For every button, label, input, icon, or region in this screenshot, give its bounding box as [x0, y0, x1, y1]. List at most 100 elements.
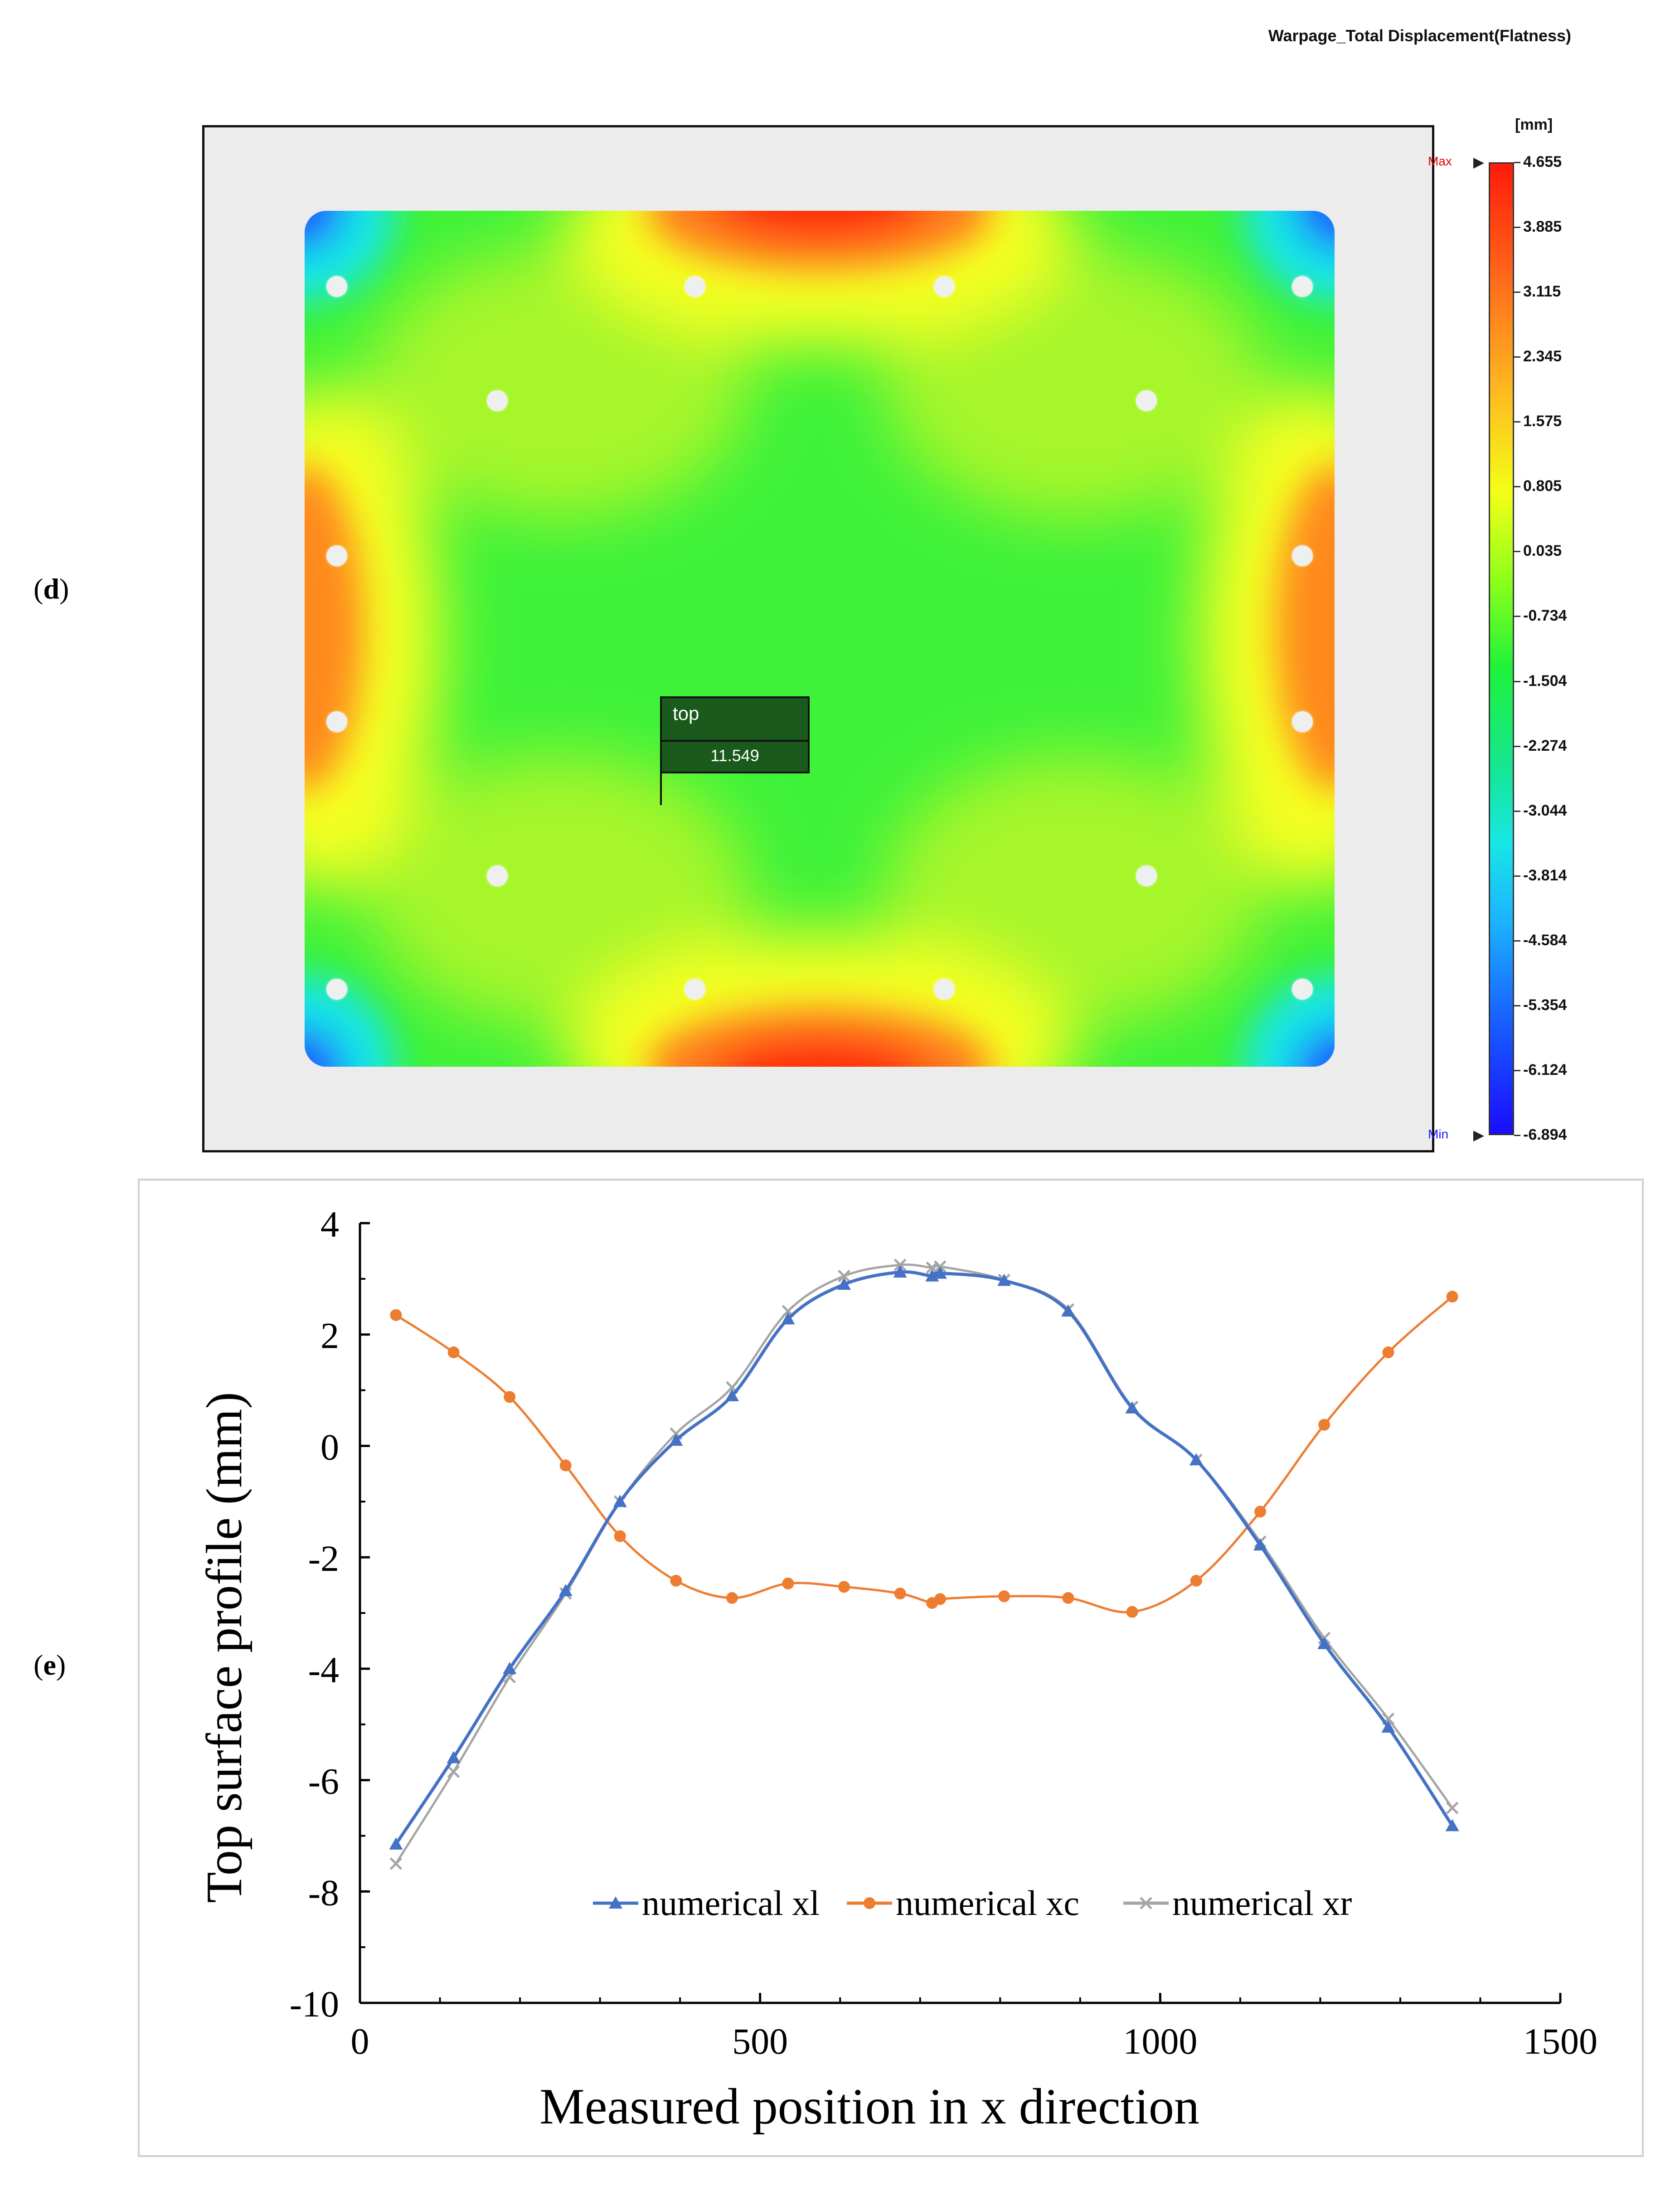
data-point — [997, 1273, 1011, 1286]
mount-hole — [1292, 545, 1313, 566]
y-tick-label: -2 — [308, 1538, 339, 1579]
series-numerical-xr — [389, 1258, 1459, 1870]
colorbar — [1489, 162, 1514, 1135]
mount-hole — [326, 545, 347, 566]
series-line — [394, 1270, 1454, 1845]
data-point — [838, 1269, 850, 1283]
data-point — [1253, 1538, 1267, 1551]
colorbar-value-label: 0.805 — [1523, 477, 1562, 495]
legend-label: numerical xr — [1172, 1883, 1352, 1923]
data-point — [1126, 1606, 1138, 1618]
colorbar-tick — [1514, 162, 1520, 163]
data-point — [726, 1592, 738, 1604]
chart-series — [389, 1258, 1459, 1870]
data-point — [1318, 1419, 1330, 1431]
legend-label: numerical xc — [896, 1883, 1079, 1923]
colorbar-tick — [1514, 875, 1520, 877]
y-tick-label: 0 — [320, 1426, 339, 1467]
colorbar-tick — [1514, 292, 1520, 293]
y-axis-label: Top surface profile (mm) — [196, 1392, 252, 1903]
data-point — [504, 1391, 516, 1403]
colorbar-tick — [1514, 810, 1520, 812]
data-point — [447, 1765, 460, 1778]
data-point — [1254, 1506, 1266, 1518]
probe-name: top — [673, 703, 699, 724]
mount-hole — [934, 979, 955, 1000]
data-point — [613, 1495, 627, 1507]
colorbar-value-label: -3.044 — [1523, 802, 1567, 819]
colorbar-value-label: -5.354 — [1523, 996, 1567, 1014]
colorbar-value-label: -6.894 — [1523, 1126, 1567, 1143]
legend-marker — [864, 1897, 875, 1909]
data-point — [782, 1577, 794, 1589]
mount-hole — [326, 979, 347, 1000]
colorbar-tick — [1514, 1135, 1520, 1136]
colorbar-value-label: 4.655 — [1523, 153, 1562, 170]
y-tick-label: 4 — [320, 1204, 339, 1245]
data-point — [389, 1837, 403, 1850]
colorbar-tick — [1514, 356, 1520, 358]
min-arrow-icon — [1473, 1131, 1484, 1142]
data-point — [1446, 1802, 1459, 1814]
data-point — [390, 1309, 402, 1321]
data-point — [1190, 1574, 1202, 1587]
colorbar-tick — [1514, 1069, 1520, 1071]
mount-hole — [934, 276, 955, 297]
y-tick-label: 2 — [320, 1315, 339, 1356]
y-tick-label: -4 — [308, 1649, 339, 1691]
colorbar-value-label: -1.504 — [1523, 672, 1567, 690]
probe-value: 11.549 — [662, 740, 808, 765]
data-point — [559, 1459, 572, 1472]
data-point — [1445, 1819, 1459, 1832]
data-point — [558, 1584, 573, 1596]
legend-label: numerical xl — [642, 1883, 820, 1923]
mount-hole — [1292, 276, 1313, 297]
data-point — [447, 1346, 460, 1359]
colorbar-tick — [1514, 616, 1520, 617]
colorbar-tick — [1514, 486, 1520, 488]
mount-hole — [1292, 711, 1313, 732]
data-point — [781, 1312, 795, 1325]
mount-hole — [487, 390, 508, 411]
colorbar-min-label: Min — [1428, 1127, 1449, 1141]
mount-hole — [1292, 979, 1313, 1000]
series-numerical-xl — [389, 1265, 1459, 1850]
max-arrow-icon — [1473, 158, 1484, 169]
mount-hole — [685, 276, 705, 297]
colorbar-max-label: Max — [1428, 154, 1452, 168]
legend-marker — [1140, 1897, 1152, 1909]
series-numerical-xc — [390, 1291, 1458, 1618]
data-point — [669, 1433, 683, 1446]
data-point — [447, 1751, 461, 1764]
colorbar-value-label: 1.575 — [1523, 413, 1562, 430]
data-point — [837, 1278, 851, 1290]
data-point — [1446, 1291, 1458, 1303]
mount-hole — [487, 865, 508, 886]
data-point — [670, 1574, 682, 1587]
colorbar-tick — [1514, 421, 1520, 423]
colorbar-tick — [1514, 940, 1520, 942]
colorbar-tick — [1514, 745, 1520, 747]
x-tick-label: 1000 — [1123, 2021, 1197, 2062]
colorbar-value-label: -3.814 — [1523, 866, 1567, 884]
panel-d-label: (d) — [34, 573, 69, 605]
line-chart: 420-2-4-6-8-100 500 1000 1500 numerical xl n… — [196, 1204, 1597, 2135]
data-point — [998, 1590, 1010, 1603]
panel-e-label: (e) — [34, 1649, 66, 1681]
x-tick-label: 500 — [732, 2021, 788, 2062]
warpage-contour-plate — [305, 211, 1335, 1067]
data-point — [894, 1588, 906, 1599]
mount-hole — [685, 979, 705, 1000]
colorbar-value-label: 0.035 — [1523, 542, 1562, 560]
colorbar-value-label: 3.885 — [1523, 218, 1562, 236]
contour-field — [305, 211, 1335, 1067]
data-point — [1189, 1453, 1203, 1466]
data-point — [614, 1530, 626, 1542]
data-point — [838, 1581, 850, 1593]
colorbar-value-label: 2.345 — [1523, 348, 1562, 365]
data-point — [1317, 1637, 1331, 1649]
y-tick-label: -8 — [308, 1872, 339, 1913]
x-tick-label: 0 — [351, 2021, 369, 2062]
data-point — [503, 1662, 517, 1674]
data-point — [933, 1266, 947, 1279]
